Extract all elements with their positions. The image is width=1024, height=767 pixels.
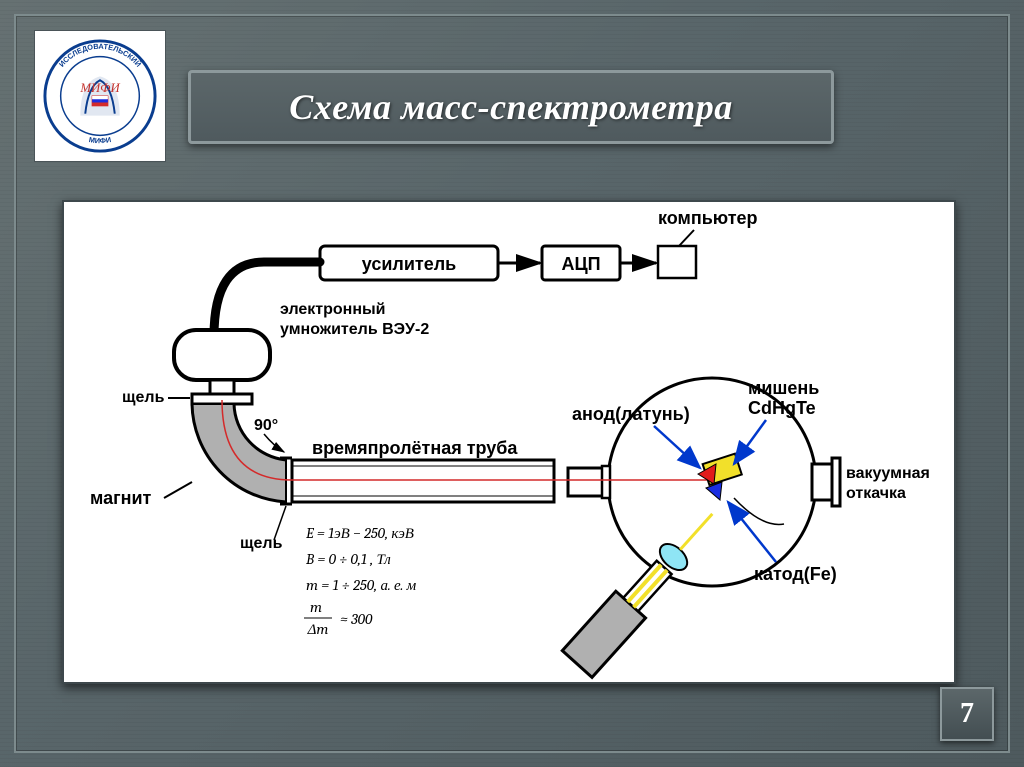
svg-text:≈ 300: ≈ 300 xyxy=(340,610,373,628)
label-computer: компьютер xyxy=(658,208,758,228)
page-number: 7 xyxy=(960,698,974,730)
label-vacuum-l1: вакуумная xyxy=(846,465,930,482)
label-cathode: катод(Fe) xyxy=(754,564,837,584)
svg-text:m: m xyxy=(310,598,322,616)
equation-B: B = 0 ÷ 0,1 , Тл xyxy=(305,550,391,568)
slide-title-box: Схема масс-спектрометра xyxy=(188,70,834,144)
slide-root: ИССЛЕДОВАТЕЛЬСКИЙ МИФИ МИФИ Схема масс-с… xyxy=(0,0,1024,767)
label-multiplier-l1: электронный xyxy=(280,301,386,318)
equation-E: E = 1эВ − 250, кэВ xyxy=(305,524,414,542)
university-logo: ИССЛЕДОВАТЕЛЬСКИЙ МИФИ МИФИ xyxy=(34,30,166,162)
electron-multiplier xyxy=(174,330,270,380)
label-slit-bottom: щель xyxy=(240,535,283,552)
equation-ratio: m Δm ≈ 300 xyxy=(304,598,373,638)
label-target-l2: CdHgTe xyxy=(748,398,816,418)
equation-m: m = 1 ÷ 250, а. е. м xyxy=(306,576,417,594)
logo-inner-text: МИФИ xyxy=(79,81,120,95)
svg-text:МИФИ: МИФИ xyxy=(88,135,112,145)
logo-bottom-text: МИФИ xyxy=(88,135,112,145)
label-vacuum-l2: откачка xyxy=(846,485,906,502)
label-magnet: магнит xyxy=(90,488,152,508)
label-anode: анод(латунь) xyxy=(572,404,690,424)
page-number-box: 7 xyxy=(940,687,994,741)
svg-text:Δm: Δm xyxy=(307,620,329,638)
mass-spectrometer-diagram: .t { font-family: Arial, sans-serif; fon… xyxy=(62,200,956,684)
label-amplifier: усилитель xyxy=(362,254,456,274)
slide-title: Схема масс-спектрометра xyxy=(289,86,732,128)
label-adc: АЦП xyxy=(561,254,600,274)
label-multiplier-l2: умножитель ВЭУ-2 xyxy=(280,321,429,338)
computer-box xyxy=(658,246,696,278)
label-flight-tube: времяпролётная труба xyxy=(312,438,518,458)
label-slit-top: щель xyxy=(122,389,165,406)
label-angle: 90° xyxy=(254,417,278,434)
label-target-l1: мишень xyxy=(748,378,819,398)
